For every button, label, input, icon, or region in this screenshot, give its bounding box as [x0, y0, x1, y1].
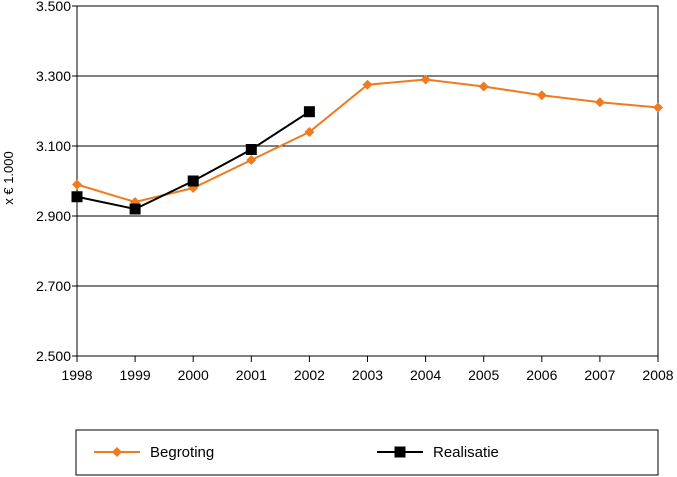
x-tick-label: 1999 [120, 367, 151, 383]
x-tick-label: 2008 [642, 367, 673, 383]
data-point [303, 106, 315, 118]
y-tick-label: 2.700 [36, 278, 71, 294]
data-point [245, 144, 257, 155]
y-tick-label: 3.500 [36, 0, 71, 14]
legend-label: Begroting [150, 444, 214, 461]
legend-item-realisatie: Realisatie [377, 444, 499, 461]
data-point [246, 155, 257, 165]
y-tick-label: 3.100 [36, 138, 71, 154]
x-tick-label: 2007 [584, 367, 615, 383]
y-axis-title: x € 1.000 [1, 151, 16, 205]
data-point [362, 79, 373, 90]
plot-area [76, 5, 659, 357]
x-tick-label: 2004 [410, 367, 441, 383]
legend-label: Realisatie [433, 444, 499, 461]
x-tick-label: 1998 [61, 367, 92, 383]
legend-marker [394, 446, 406, 458]
x-tick-label: 2005 [468, 367, 499, 383]
data-point [478, 81, 489, 92]
series [71, 74, 663, 215]
x-tick-label: 2002 [294, 367, 325, 383]
data-point [129, 203, 141, 215]
data-point [71, 191, 83, 203]
legend-item-begroting: Begroting [94, 444, 214, 461]
grid-lines [77, 5, 658, 357]
data-point [420, 74, 431, 85]
axes: 2.500 2.700 2.900 3.100 3.300 3.500 1998 1999 20… [36, 0, 674, 383]
data-point [536, 90, 547, 101]
data-point [653, 102, 663, 113]
data-point [72, 179, 82, 190]
series-begroting [72, 74, 663, 207]
legend-marker [112, 447, 122, 457]
y-tick-label: 2.500 [36, 348, 71, 364]
x-tick-label: 2006 [526, 367, 557, 383]
x-tick-label: 2001 [236, 367, 267, 383]
x-tick-label: 2000 [178, 367, 209, 383]
x-tick-label: 2003 [352, 367, 383, 383]
data-point [594, 97, 605, 108]
series-realisatie [71, 106, 315, 215]
legend-box [75, 429, 659, 476]
y-tick-label: 2.900 [36, 208, 71, 224]
data-point [187, 175, 199, 187]
data-point [304, 127, 315, 137]
legend: Begroting Realisatie [75, 429, 659, 476]
series-line [76, 78, 659, 204]
y-tick-label: 3.300 [36, 68, 71, 84]
